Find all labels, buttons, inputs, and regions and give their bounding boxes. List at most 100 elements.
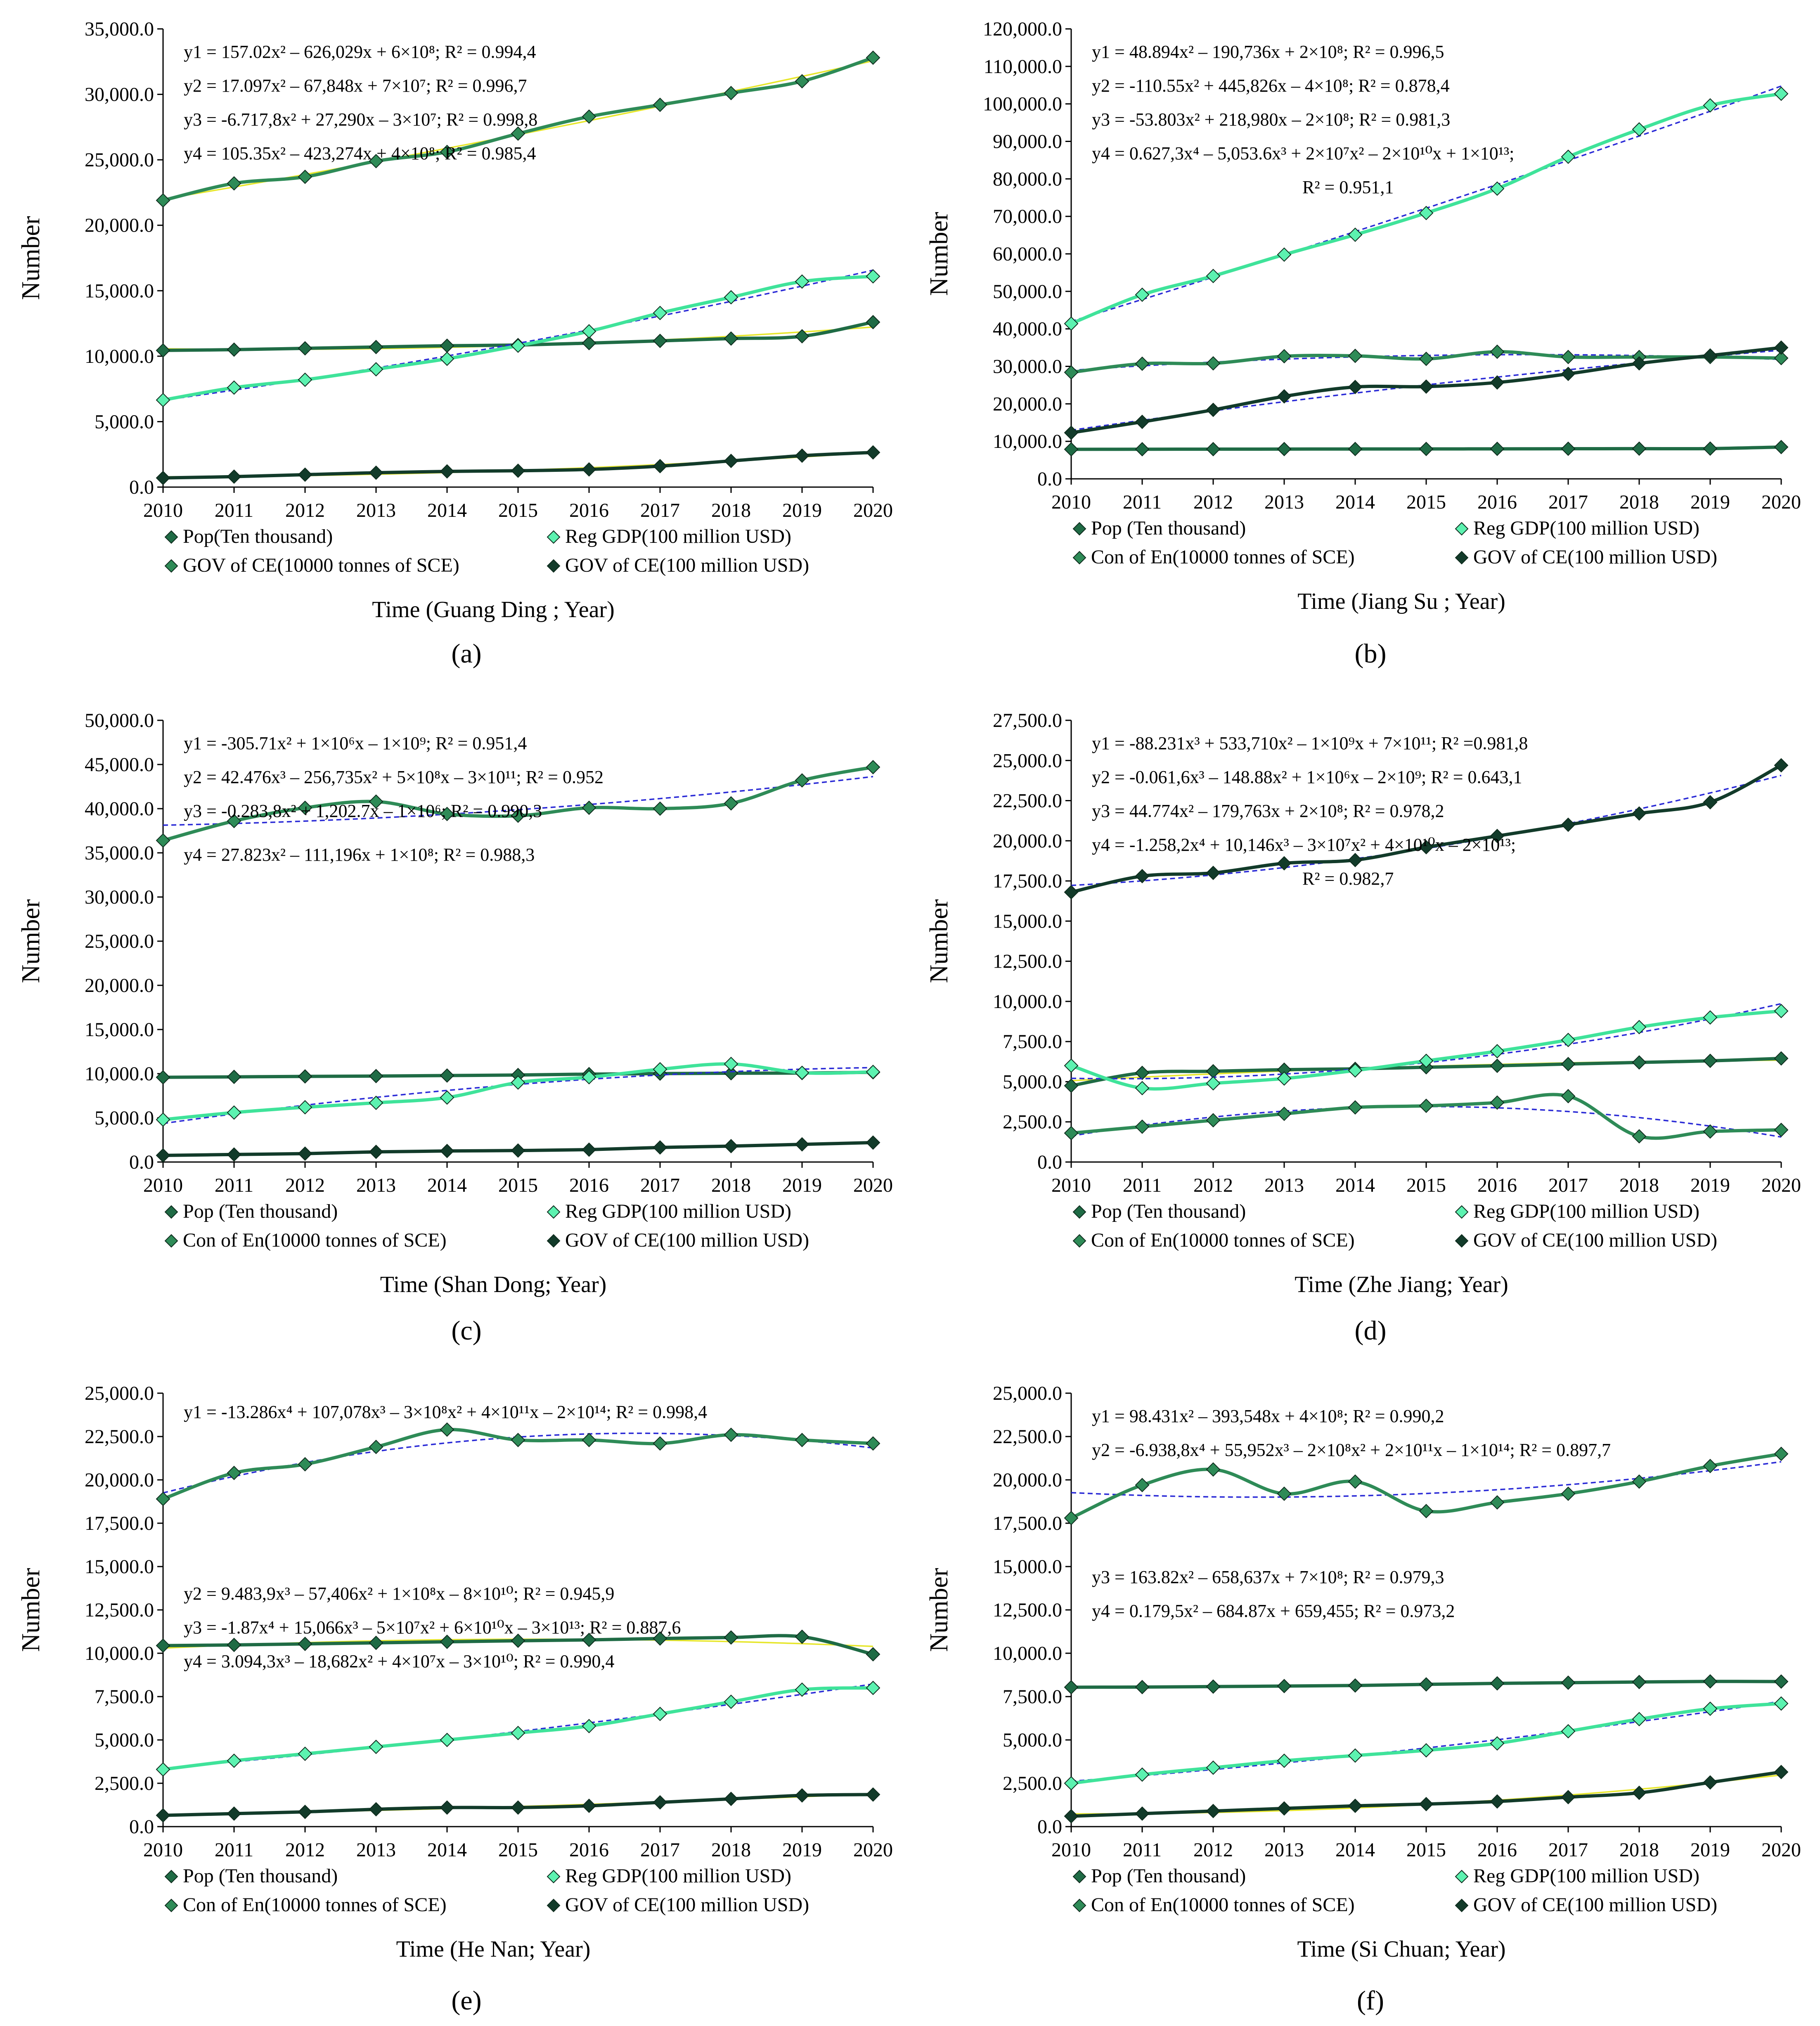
y-tick-label: 35,000.0 [85,842,154,864]
data-point-energy [582,800,596,815]
legend-marker-gov [1455,551,1469,565]
data-point-gov [1774,1765,1789,1780]
data-point-gdp [653,1706,667,1721]
data-point-pop [156,1638,170,1653]
data-point-gdp [1774,86,1789,101]
x-tick-label: 2010 [1051,491,1091,513]
x-tick-label: 2018 [711,499,751,521]
data-point-gdp [866,1680,880,1695]
data-point-energy [156,193,170,208]
y-tick-label: 0.0 [129,1151,154,1173]
data-point-energy [298,169,312,184]
data-point-energy [1774,351,1789,365]
data-point-gdp [1561,1032,1576,1047]
data-point-energy [440,807,454,821]
data-point-energy [369,154,383,168]
x-tick-label: 2013 [356,1174,396,1196]
y-tick-label: 10,000.0 [85,1063,154,1085]
data-point-gov [1703,1775,1718,1790]
data-point-gdp [1490,181,1505,196]
y-tick-label: 40,000.0 [85,798,154,820]
y-tick-label: 20,000.0 [993,393,1062,415]
data-point-pop [795,1629,809,1644]
data-point-gdp [724,1695,738,1709]
x-axis-title: Time (He Nan; Year) [396,1936,591,1962]
data-point-gov [511,463,525,478]
x-tick-label: 2019 [782,1174,822,1196]
data-point-gov [1632,356,1647,371]
equation-3: y3 = -53.803x² + 218,980x – 2×10⁸; R² = … [1092,109,1450,130]
data-point-pop [1632,441,1647,456]
data-point-pop [1206,442,1221,457]
data-point-pop [1135,442,1150,457]
x-tick-label: 2011 [215,1839,253,1861]
data-point-gdp [156,393,170,407]
y-axis-title: Number [17,899,45,983]
data-point-pop [1490,441,1505,456]
y-tick-label: 110,000.0 [984,56,1062,78]
data-point-energy [1774,1122,1789,1137]
data-point-energy [1561,1486,1576,1501]
y-tick-label: 17,500.0 [993,1512,1062,1534]
data-point-gdp [653,1062,667,1077]
data-point-pop [1277,442,1292,457]
data-point-energy [1064,1510,1079,1525]
data-point-gdp [1490,1736,1505,1751]
data-point-gdp [298,372,312,387]
y-tick-label: 0.0 [129,476,154,498]
data-point-gdp [298,1100,312,1115]
data-point-energy [1774,1446,1789,1461]
data-point-pop [1632,1675,1647,1690]
x-tick-label: 2010 [1051,1839,1091,1861]
y-tick-label: 22,500.0 [85,1426,154,1448]
equation-4: y4 = 105.35x² – 423,274x + 4×10⁸; R² = 0… [184,143,536,163]
data-point-pop [1419,442,1434,456]
data-point-gov [1206,402,1221,417]
data-point-gov [440,1143,454,1158]
data-point-energy [1206,356,1221,371]
data-point-energy [511,126,525,141]
x-tick-label: 2013 [356,499,396,521]
panel-label: (c) [451,1316,481,1346]
data-point-gov [1632,1785,1647,1800]
data-point-pop [1419,1677,1434,1692]
equation-3: y3 = -1.87x⁴ + 15,066x³ – 5×10⁷x² + 6×10… [184,1617,681,1638]
data-point-gov [795,448,809,463]
data-point-gdp [582,1070,596,1084]
data-point-gdp [1703,1010,1718,1025]
data-point-gdp [582,324,596,339]
legend-label-gdp: Reg GDP(100 million USD) [565,1865,791,1887]
x-tick-label: 2018 [1619,491,1659,513]
data-point-gov [440,464,454,479]
x-tick-label: 2012 [285,1174,325,1196]
data-point-gov [1490,828,1505,843]
data-point-gdp [1419,1743,1434,1758]
y-axis-title: Number [17,216,45,300]
equation-4: y4 = -1.258,2x⁴ + 10,146x³ – 3×10⁷x² + 4… [1092,835,1516,855]
data-point-gdp [1064,1058,1079,1073]
data-point-gov [866,445,880,460]
trend-line-energy [1071,1461,1782,1498]
x-tick-label: 2020 [853,499,893,521]
legend-label-gdp: Reg GDP(100 million USD) [565,525,791,547]
data-point-energy [511,1432,525,1447]
x-tick-label: 2016 [1477,1839,1517,1861]
data-point-gdp [227,380,241,395]
equation-2: y2 = 9.483,9x³ – 57,406x² + 1×10⁸x – 8×1… [184,1583,614,1604]
x-tick-label: 2016 [1477,491,1517,513]
x-tick-label: 2018 [711,1839,751,1861]
panel-label: (f) [1357,1986,1384,2016]
data-point-pop [1064,1680,1079,1695]
data-point-gov [1490,1794,1505,1809]
x-tick-label: 2017 [1548,1839,1588,1861]
x-tick-label: 2019 [1690,491,1730,513]
x-tick-label: 2014 [1335,491,1375,513]
data-point-gdp [1419,206,1434,220]
data-point-gov [1419,379,1434,394]
data-point-gov [1561,1790,1576,1805]
x-tick-label: 2010 [1051,1174,1091,1196]
data-point-gdp [1348,1063,1363,1078]
data-point-gov [1490,375,1505,390]
equation-2: y2 = -0.061,6x³ – 148.88x² + 1×10⁶x – 2×… [1092,767,1522,787]
